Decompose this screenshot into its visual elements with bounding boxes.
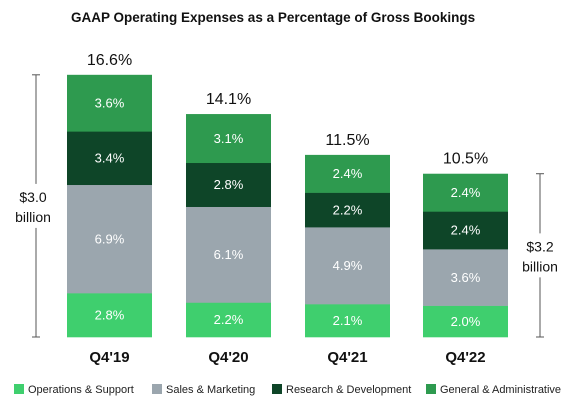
legend: Operations & Support Sales & Marketing Res… [14,384,561,396]
legend-label-sales-marketing: Sales & Marketing [166,384,255,396]
annotation-text-left-1: billion [15,209,51,225]
data-label-research-development-q4-22: 2.4% [451,223,481,238]
bar-segment-operations-support-q4-21 [305,304,390,338]
data-label-sales-marketing-q4-22: 3.6% [451,270,481,285]
bar-segment-research-development-q4-21 [305,192,390,228]
category-label-q4-20: Q4'20 [208,349,248,366]
bar-segment-general-administrative-q4-20 [186,114,271,164]
legend-label-operations-support: Operations & Support [28,384,134,396]
data-label-sales-marketing-q4-19: 6.9% [95,231,125,246]
annotation-background-left [6,183,60,228]
bar-segment-research-development-q4-22 [423,211,508,250]
total-label-q4-22: 10.5% [443,151,488,168]
bar-segment-sales-marketing-q4-22 [423,249,508,306]
total-label-q4-21: 11.5% [325,132,369,149]
bar-segment-sales-marketing-q4-20 [186,206,271,303]
legend-swatch-operations-support [14,384,24,394]
legend-swatch-research-development [272,384,282,394]
data-label-general-administrative-q4-20: 3.1% [214,131,244,146]
total-label-q4-19: 16.6% [87,52,132,69]
annotation-text-left-0: $3.0 [19,189,46,205]
bar-segment-sales-marketing-q4-19 [67,184,152,294]
bar-segment-operations-support-q4-19 [67,293,152,338]
total-label-q4-20: 14.1% [206,91,251,108]
category-label-q4-21: Q4'21 [327,349,367,366]
data-label-general-administrative-q4-22: 2.4% [451,185,481,200]
data-label-sales-marketing-q4-21: 4.9% [333,258,363,273]
annotation-background-right [513,233,567,278]
bar-segment-general-administrative-q4-21 [305,154,390,193]
legend-label-research-development: Research & Development [286,384,411,396]
data-label-research-development-q4-21: 2.2% [333,202,363,217]
legend-label-general-administrative: General & Administrative [440,384,561,396]
data-label-operations-support-q4-19: 2.8% [95,308,125,323]
bar-segment-sales-marketing-q4-21 [305,227,390,305]
data-label-research-development-q4-20: 2.8% [214,177,244,192]
data-label-operations-support-q4-22: 2.0% [451,314,481,329]
annotation-text-right-1: billion [522,258,558,274]
bar-segment-research-development-q4-20 [186,162,271,207]
legend-swatch-general-administrative [426,384,436,394]
data-label-operations-support-q4-20: 2.2% [214,312,244,327]
data-label-research-development-q4-19: 3.4% [95,151,125,166]
bar-segment-general-administrative-q4-22 [423,173,508,212]
data-label-sales-marketing-q4-20: 6.1% [214,247,244,262]
category-label-q4-22: Q4'22 [445,349,485,366]
legend-swatch-sales-marketing [152,384,162,394]
category-label-q4-19: Q4'19 [89,349,129,366]
bars-group: 2.8% 6.9% 3.4% 3.6% 16.6% Q4'19 2.2% 6.1% 2.8% 3.… [67,52,508,366]
annotations-group: $3.0 billion $3.2 billion [6,74,567,338]
bar-segment-operations-support-q4-20 [186,302,271,338]
data-label-general-administrative-q4-19: 3.6% [95,96,125,111]
bar-segment-research-development-q4-19 [67,131,152,186]
bar-segment-general-administrative-q4-19 [67,74,152,132]
data-label-general-administrative-q4-21: 2.4% [333,166,363,181]
data-label-operations-support-q4-21: 2.1% [333,313,363,328]
bar-segment-operations-support-q4-22 [423,305,508,338]
chart-title: GAAP Operating Expenses as a Percentage … [71,10,475,25]
annotation-text-right-0: $3.2 [526,238,553,254]
